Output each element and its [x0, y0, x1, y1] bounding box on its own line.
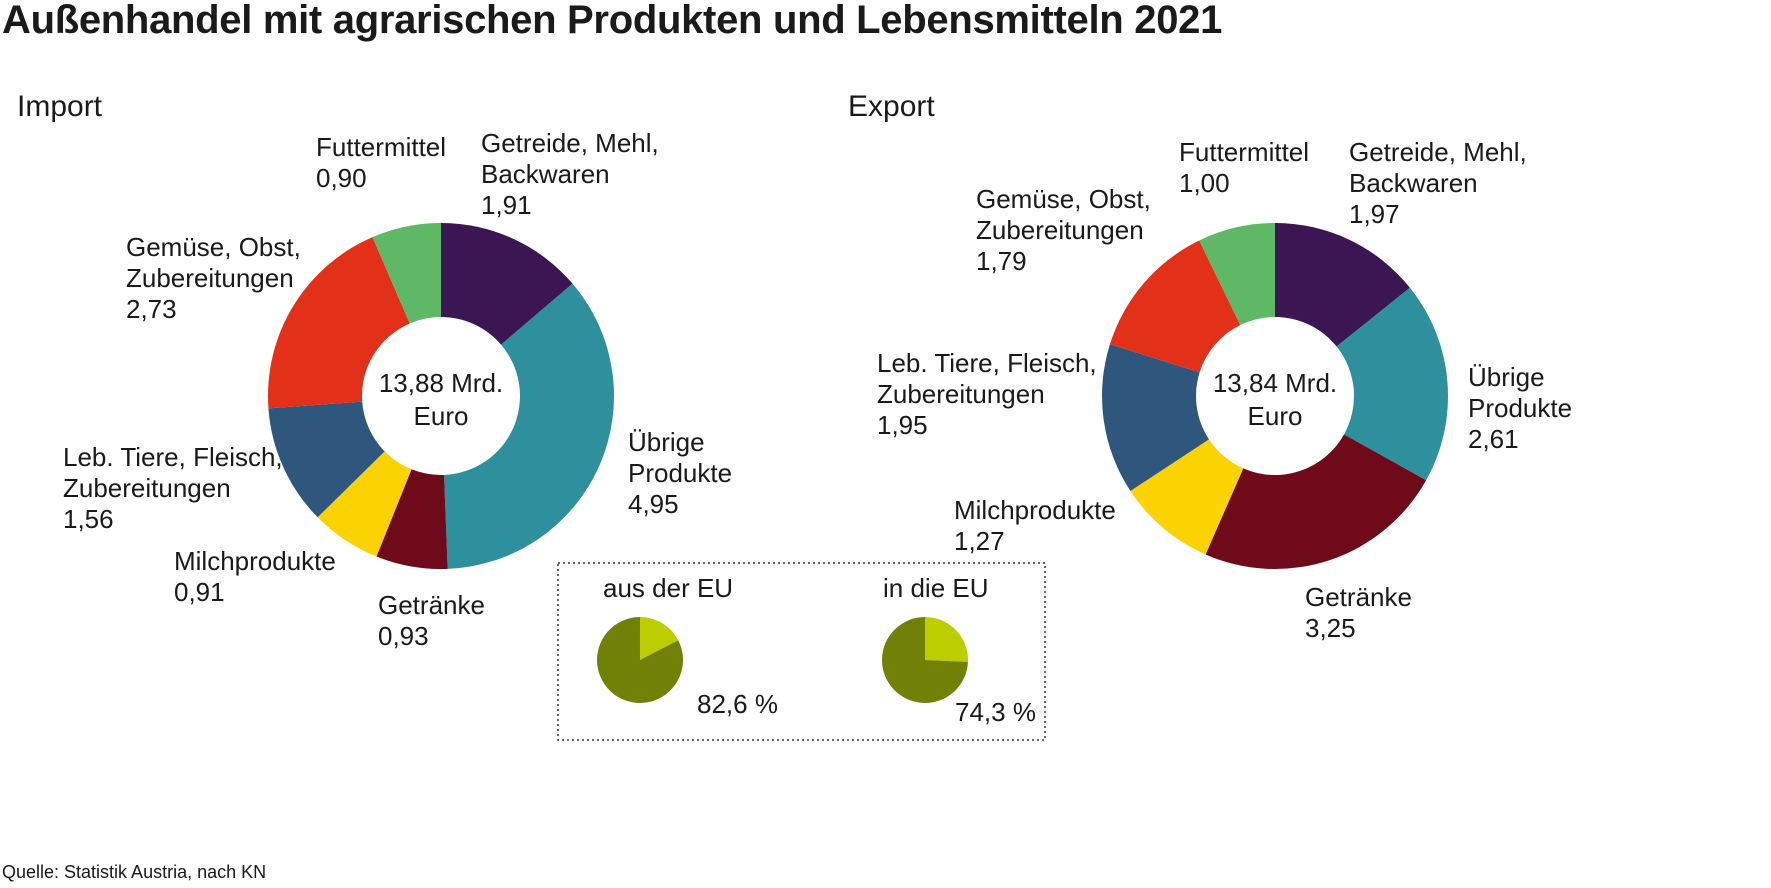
export-center-total: 13,84 Mrd. Euro — [1213, 368, 1337, 431]
export-label-uebrige-produkte: Übrige Produkte 2,61 — [1468, 362, 1572, 454]
export-slice-gemuese-obst-zubereitungen — [1109, 240, 1241, 373]
import-slice-gemuese-obst-zubereitungen — [268, 237, 410, 409]
export-slice-uebrige-produkte — [1336, 287, 1448, 481]
aus-der-eu-pie-slice-eu — [597, 617, 684, 703]
in-die-eu-pie-slice-eu — [882, 617, 968, 703]
export-label-milchprodukte: Milchprodukte 1,27 — [954, 495, 1116, 556]
in-die-eu-pie-slice-rest — [925, 616, 968, 662]
source-note: Quelle: Statistik Austria, nach KN — [2, 862, 267, 882]
import-label-gemuese-obst-zubereitungen: Gemüse, Obst, Zubereitungen 2,73 — [126, 232, 301, 324]
export-slice-getreide-mehl-backwaren — [1275, 223, 1410, 347]
export-slice-futtermittel — [1199, 223, 1275, 326]
eu-share-box: aus der EU 82,6 % in die EU 74,3 % — [557, 562, 1046, 741]
import-label-futtermittel: Futtermittel 0,90 — [316, 132, 446, 193]
import-slice-leb-tiere-fleisch-zubereitungen — [268, 401, 385, 518]
aus-der-eu-pie-title: aus der EU — [603, 573, 733, 603]
export-label-futtermittel: Futtermittel 1,00 — [1179, 137, 1309, 198]
export-label-getreide-mehl-backwaren: Getreide, Mehl, Backwaren 1,97 — [1349, 137, 1527, 229]
export-slice-leb-tiere-fleisch-zubereitungen — [1102, 344, 1209, 491]
import-slice-futtermittel — [372, 223, 441, 324]
export-panel-title: Export — [848, 90, 935, 123]
import-label-getraenke: Getränke 0,93 — [378, 590, 485, 651]
import-label-milchprodukte: Milchprodukte 0,91 — [174, 546, 336, 607]
import-slice-milchprodukte — [317, 451, 412, 557]
import-label-uebrige-produkte: Übrige Produkte 4,95 — [628, 427, 732, 519]
aus-der-eu-pie-slice-rest — [640, 617, 679, 660]
eu-share-box-border — [557, 562, 1046, 741]
aus-der-eu-pie-value: 82,6 % — [697, 689, 778, 719]
import-label-leb-tiere-fleisch-zubereitungen: Leb. Tiere, Fleisch, Zubereitungen 1,56 — [63, 442, 283, 534]
import-slice-getraenke — [376, 469, 448, 569]
export-donut-chart: Export Getreide, Mehl, Backwaren 1,97 Übrige… — [848, 90, 1572, 643]
export-label-getraenke: Getränke 3,25 — [1305, 582, 1412, 643]
in-die-eu-pie-value: 74,3 % — [955, 697, 1036, 727]
export-label-gemuese-obst-zubereitungen: Gemüse, Obst, Zubereitungen 1,79 — [976, 184, 1151, 276]
export-slice-milchprodukte — [1130, 439, 1244, 555]
import-slice-getreide-mehl-backwaren — [441, 223, 573, 345]
import-center-total: 13,88 Mrd. Euro — [379, 368, 503, 431]
chart-title: Außenhandel mit agrarischen Produkten un… — [2, 0, 1223, 42]
import-slice-uebrige-produkte — [444, 283, 614, 569]
export-label-leb-tiere-fleisch-zubereitungen: Leb. Tiere, Fleisch, Zubereitungen 1,95 — [877, 348, 1097, 440]
import-label-getreide-mehl-backwaren: Getreide, Mehl, Backwaren 1,91 — [481, 128, 659, 220]
import-panel-title: Import — [17, 90, 103, 123]
in-die-eu-pie-title: in die EU — [883, 573, 989, 603]
import-donut-chart: Import Getreide, Mehl, Backwaren 1,91 Übrige… — [17, 90, 732, 651]
export-slice-getraenke — [1205, 434, 1427, 569]
